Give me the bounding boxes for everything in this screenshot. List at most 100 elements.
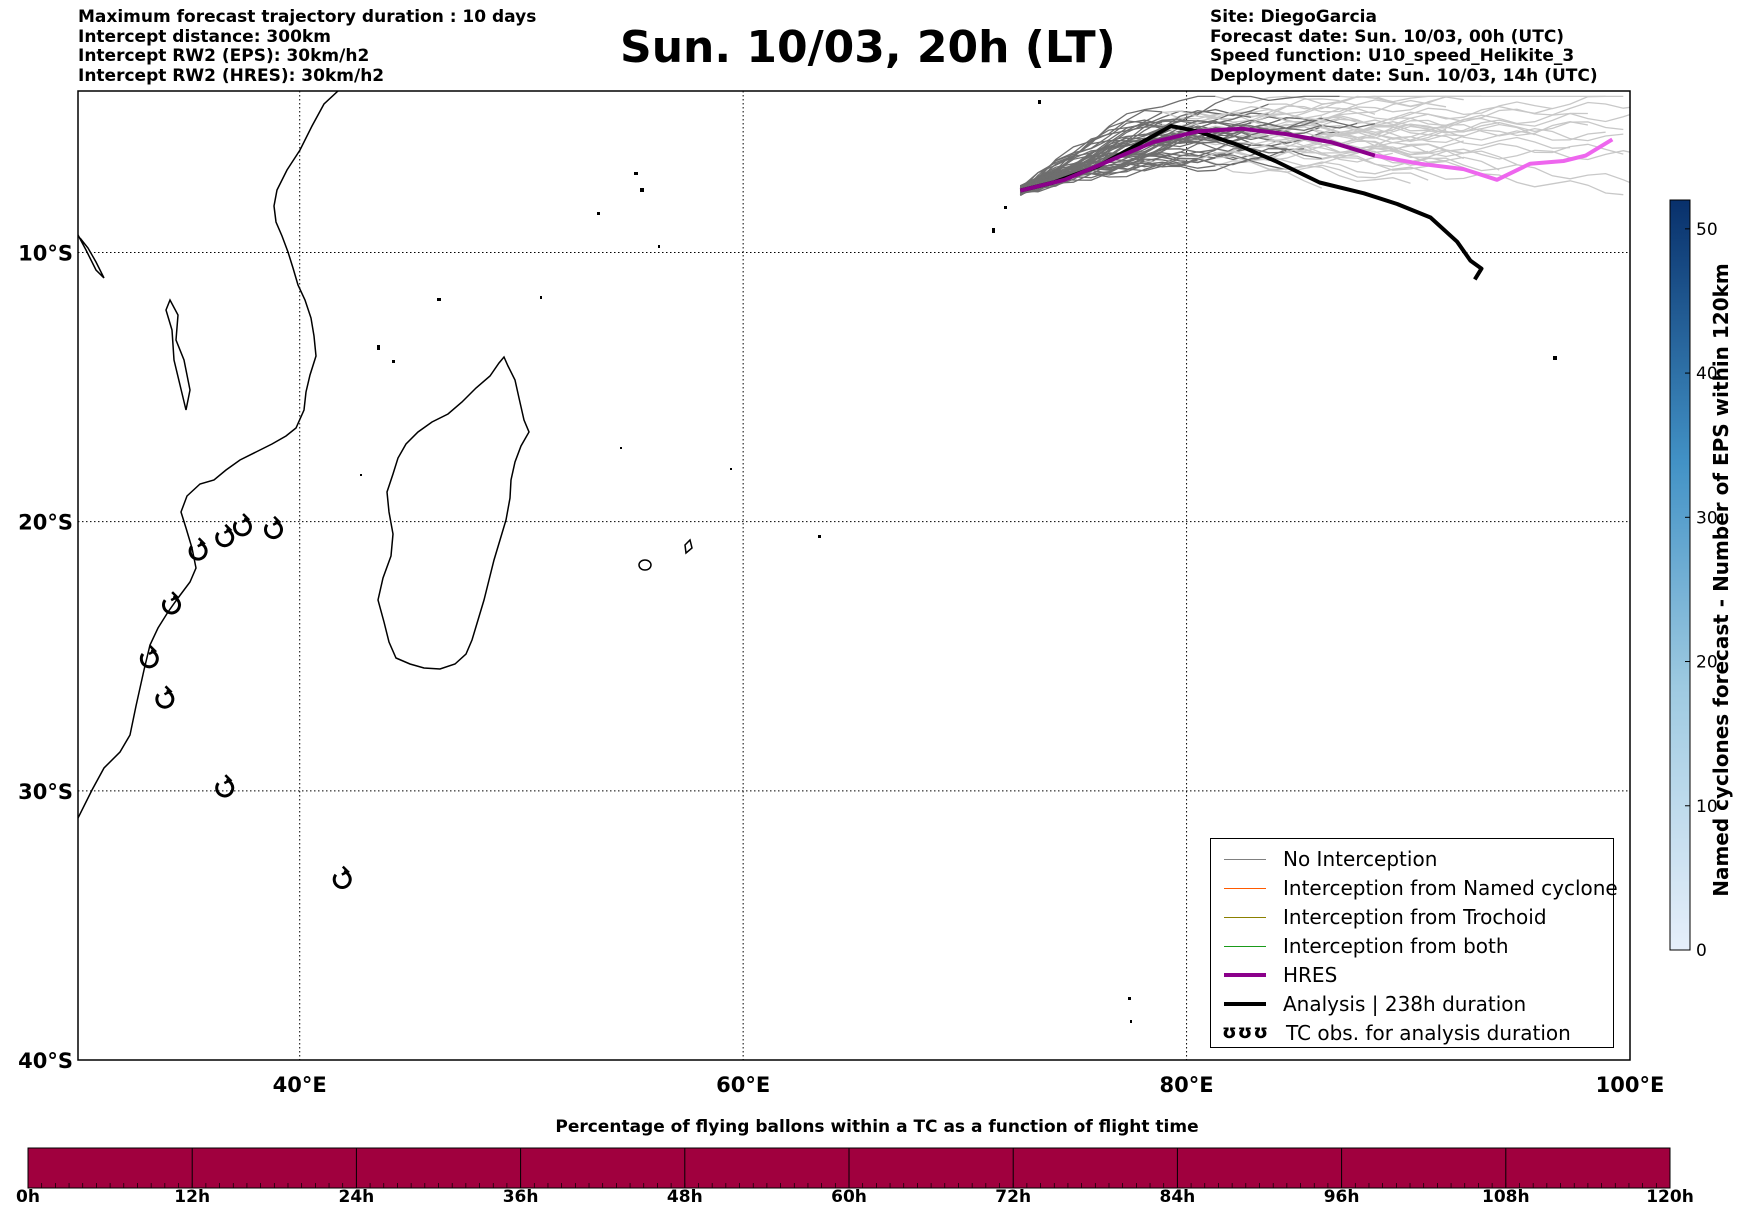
eps-track-late [1215, 155, 1411, 184]
legend-swatch [1219, 902, 1271, 931]
lat-tick-label: 40°S [18, 1049, 73, 1073]
lat-tick-label: 20°S [18, 511, 73, 535]
tc-marker-icon [155, 685, 175, 709]
axis-ticks: 40°E 60°E 80°E 100°E 10°S 20°S 30°S 40°S [18, 242, 1664, 1098]
tc-observations [139, 513, 352, 889]
vertical-colorbar-ticks: 0 10 20 30 40 50 [1685, 220, 1718, 961]
vcbar-tick-label: 30 [1696, 508, 1718, 528]
eps-track-early [1020, 148, 1322, 188]
horizontal-colorbar-title: Percentage of flying ballons within a TC… [555, 1117, 1199, 1137]
eps-track-early [1019, 109, 1163, 196]
tc-marker-arrow [223, 774, 233, 785]
header-right-line: Forecast date: Sun. 10/03, 00h (UTC) [1210, 26, 1565, 47]
lon-tick-label: 80°E [1160, 1073, 1214, 1097]
gridlines [78, 91, 1630, 1060]
header-left-line: Intercept RW2 (EPS): 30km/h2 [78, 46, 370, 66]
lon-tick-label: 60°E [716, 1073, 770, 1097]
tc-marker-icon [215, 523, 235, 548]
islands [360, 100, 1557, 1023]
arabia-coastline [78, 234, 105, 279]
eps-track-late [1161, 111, 1358, 139]
hcbar-tick-label: 120h [1646, 1187, 1694, 1207]
vcbar-tick-label: 0 [1696, 941, 1707, 961]
tc-marker-arrow [223, 523, 233, 534]
lat-tick-label: 30°S [18, 780, 73, 804]
legend-line [1224, 972, 1266, 977]
header-left-info: Maximum forecast trajectory duration : 1… [78, 7, 536, 86]
hcbar-tick-label: 0h [16, 1187, 40, 1207]
legend-swatch [1219, 989, 1271, 1018]
legend-label: No Interception [1283, 846, 1438, 871]
eps-track-late [1321, 131, 1571, 149]
vertical-colorbar: 0 10 20 30 40 50 [1669, 199, 1718, 961]
legend-item-hres: HRES [1219, 960, 1337, 989]
legend-swatch [1219, 873, 1271, 902]
tc-marker-icon [264, 515, 283, 540]
legend-line [1224, 887, 1266, 889]
madagascar-coastline [377, 355, 530, 670]
eps-track-late [1374, 112, 1630, 126]
eps-track-late [1250, 126, 1447, 137]
legend-swatch [1219, 844, 1271, 873]
eps-track-late [1357, 119, 1624, 142]
eps-track-late [1179, 98, 1340, 130]
horizontal-colorbar-ticks [27, 1148, 1671, 1188]
map-title: Sun. 10/03, 20h (LT) [620, 22, 1116, 73]
header-left-line: Intercept RW2 (HRES): 30km/h2 [78, 65, 385, 86]
legend: No Interception Interception from Named … [1210, 838, 1618, 1048]
eps-track-late [1250, 95, 1447, 118]
legend-label: Interception from Trochoid [1283, 904, 1547, 929]
tc-marker-icon [232, 513, 252, 537]
eps-track-late [1268, 155, 1447, 168]
mauritius-outline [684, 538, 693, 555]
tc-marker-icon [332, 865, 352, 889]
hcbar-tick-label: 36h [502, 1187, 539, 1207]
header-right-line: Speed function: U10_speed_Helikite_3 [1210, 46, 1575, 66]
vcbar-tick-label: 40 [1696, 364, 1718, 384]
legend-label: Interception from both [1283, 933, 1509, 958]
eps-track-early [1020, 103, 1269, 188]
vertical-colorbar-ramp [1669, 199, 1691, 951]
header-right-line: Deployment date: Sun. 10/03, 14h (UTC) [1210, 65, 1598, 86]
header-right-info: Site: DiegoGarcia Forecast date: Sun. 10… [1210, 7, 1598, 86]
tc-marker-arrow [241, 513, 251, 524]
legend-label: HRES [1283, 962, 1338, 987]
eps-track-early [1019, 158, 1198, 196]
eps-track-early [1019, 120, 1252, 189]
africa-coastline [78, 91, 339, 819]
hcbar-tick-label: 48h [666, 1187, 703, 1207]
map-area: 40°E 60°E 80°E 100°E 10°S 20°S 30°S 40°S [18, 90, 1664, 1098]
eps-track-late [1179, 126, 1393, 146]
legend-item-no-interception: No Interception [1219, 844, 1437, 873]
eps-track-early [1020, 155, 1269, 187]
tc-marker-arrow [170, 591, 180, 602]
eps-track-late [1286, 161, 1624, 196]
legend-line [1224, 916, 1266, 918]
tc-marker-arc [139, 649, 159, 669]
eps-track-late [1321, 101, 1630, 127]
tc-marker-arc [188, 541, 208, 561]
tc-marker-arc [332, 870, 352, 889]
header-right-line: Site: DiegoGarcia [1210, 7, 1377, 27]
hcbar-tick-label: 96h [1323, 1187, 1360, 1207]
map-frame [77, 90, 1631, 1061]
tc-marker-icon [215, 774, 235, 798]
tc-marker-arc [232, 517, 252, 537]
tc-marker-arrow [163, 685, 173, 696]
legend-swatch [1219, 931, 1271, 960]
tc-marker-icon [162, 591, 181, 615]
hcbar-tick-label: 60h [831, 1187, 867, 1207]
vcbar-tick-label: 50 [1696, 220, 1718, 240]
legend-label: Analysis | 238h duration [1283, 991, 1527, 1016]
reunion-outline [638, 559, 652, 571]
vertical-colorbar-label: Named cyclones forecast - Number of EPS … [1709, 263, 1733, 897]
lon-tick-label: 100°E [1596, 1073, 1665, 1097]
header-left-line: Intercept distance: 300km [78, 26, 331, 47]
tc-marker-arrow [148, 645, 158, 656]
tc-marker-arrow [197, 537, 206, 548]
tc-marker-icon [188, 537, 208, 561]
hres-track-late [1374, 137, 1614, 182]
tc-marker-arrow [341, 865, 350, 876]
eps-track-early [1020, 95, 1340, 195]
tc-marker-arc [155, 689, 175, 709]
